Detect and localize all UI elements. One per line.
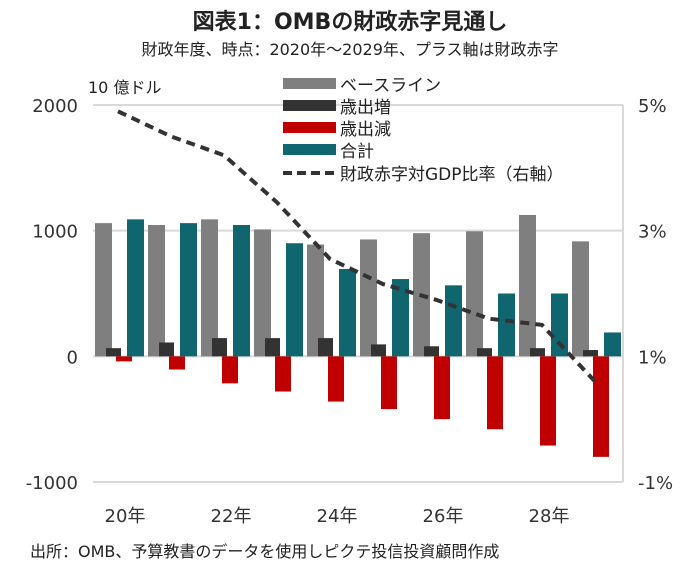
legend-label: 財政赤字対GDP比率（右軸） (340, 165, 564, 185)
y2-tick-label: 1% (638, 347, 667, 368)
bar-2024-s3 (339, 268, 356, 357)
bar-2021-s3 (180, 223, 197, 357)
bar-2027-s0 (466, 231, 483, 357)
bar-2023-s0 (254, 229, 271, 357)
x-tick-label: 28年 (529, 506, 570, 527)
chart-title: 図表1：OMBの財政赤字見通し (192, 10, 508, 35)
y2-tick-label: 5% (638, 96, 667, 117)
x-tick-label: 24年 (317, 506, 358, 527)
bar-2022-s0 (201, 219, 218, 357)
bar-2026-s3 (445, 285, 462, 357)
bar-2020-s0 (95, 223, 112, 357)
y-axis-unit: 10 億ドル (88, 78, 162, 97)
y-tick-label: 0 (67, 347, 78, 368)
bar-2021-s0 (148, 225, 165, 357)
deficit-gdp-ratio-line (117, 109, 597, 383)
y2-tick-label: -1% (638, 473, 673, 494)
bar-2020-s2 (116, 356, 132, 362)
bar-2023-s3 (286, 243, 303, 357)
bar-2028-s1 (530, 348, 545, 357)
bar-2026-s1 (424, 346, 439, 357)
bar-2026-s2 (434, 356, 450, 420)
bar-2025-s2 (381, 356, 397, 410)
bar-2020-s3 (127, 219, 144, 357)
bar-2029-s3 (604, 332, 621, 357)
legend-label: 合計 (340, 142, 374, 162)
x-tick-label: 20年 (105, 506, 146, 527)
y2-tick-label: 3% (638, 222, 667, 243)
legend-swatch (283, 144, 336, 155)
bar-2024-s2 (328, 356, 344, 402)
bar-2028-s2 (540, 356, 556, 446)
bar-2028-s3 (551, 293, 568, 357)
bar-2029-s0 (572, 241, 589, 357)
legend-label: 歳出増 (340, 98, 391, 118)
bar-2029-s2 (593, 356, 609, 457)
chart-subtitle: 財政年度、時点：2020年～2029年、プラス軸は財政赤字 (141, 40, 559, 59)
bar-2022-s2 (222, 356, 238, 384)
bar-2027-s3 (498, 293, 515, 357)
bar-2023-s2 (275, 356, 291, 392)
legend-swatch (283, 78, 336, 89)
bar-2025-s3 (392, 279, 409, 357)
bar-2021-s1 (159, 342, 174, 357)
bar-2027-s1 (477, 348, 492, 357)
legend-label: 歳出減 (340, 120, 391, 140)
bar-2025-s0 (360, 239, 377, 357)
bar-2020-s1 (106, 348, 121, 357)
bar-2022-s3 (233, 225, 250, 357)
bar-2021-s2 (169, 356, 185, 370)
y-tick-label: 2000 (32, 96, 78, 117)
bar-2024-s0 (307, 244, 324, 357)
source-note: 出所：OMB、予算教書のデータを使用しピクテ投信投資顧問作成 (30, 542, 500, 561)
y-tick-label: 1000 (32, 222, 78, 243)
bar-2024-s1 (318, 338, 333, 357)
legend-swatch (283, 122, 336, 133)
bar-2022-s1 (212, 338, 227, 357)
bar-2023-s1 (265, 338, 280, 357)
x-tick-label: 26年 (423, 506, 464, 527)
bar-2025-s1 (371, 344, 386, 357)
legend-swatch (283, 100, 336, 111)
x-tick-label: 22年 (211, 506, 252, 527)
bar-2027-s2 (487, 356, 503, 430)
bar-2029-s1 (583, 350, 598, 357)
legend-label: ベースライン (340, 76, 441, 96)
bar-2028-s0 (519, 214, 536, 357)
y-tick-label: -1000 (26, 473, 78, 494)
